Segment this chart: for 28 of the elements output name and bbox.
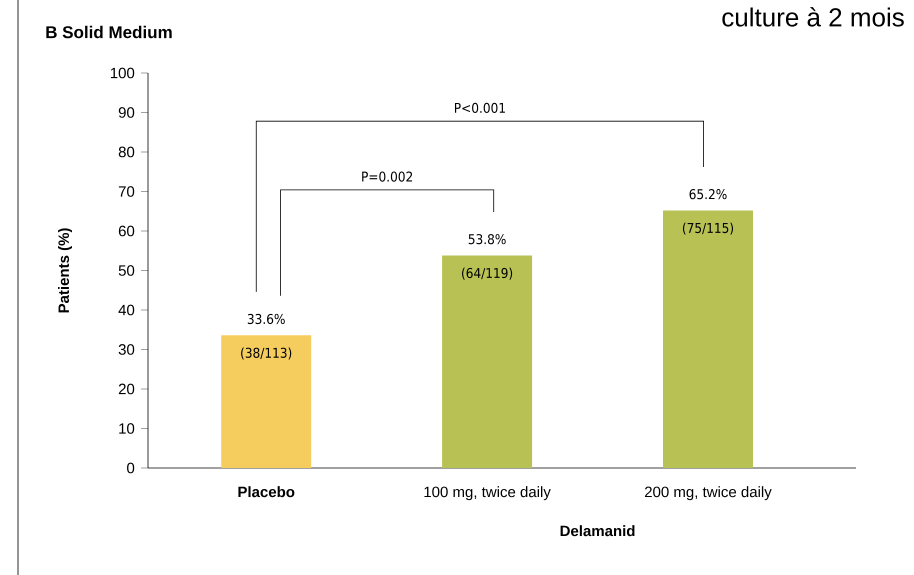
x-tick-label: 100 mg, twice daily [424,486,551,500]
chart-title: B Solid Medium [46,26,172,38]
y-tick-label: 70 [118,186,134,197]
bar [662,210,753,468]
y-tick-label: 90 [118,107,134,118]
x-tick-label: Placebo [238,486,294,498]
y-tick-label: 60 [118,226,134,236]
y-tick-label: 10 [119,423,134,434]
y-tick-label: 100 [110,68,134,78]
text: culture à 2 mois [722,7,904,27]
annotation: (75/115) [682,222,734,235]
x-axis-title: Delamanid [560,525,634,536]
bar [221,335,312,468]
y-axis-title: Patients (%) [58,228,72,312]
y-tick-label: 80 [118,146,134,158]
data-label: 33.6% [248,314,285,324]
y-tick-label: 30 [118,344,134,355]
annotation: P<0.001 [454,102,505,113]
annotation: (38/113) [241,347,292,360]
annotation: P=0.002 [362,171,412,182]
data-label: 65.2% [690,189,727,200]
y-tick-label: 0 [127,462,134,474]
annotation: (64/119) [462,268,512,280]
x-tick-label: 200 mg, twice daily [644,486,772,500]
data-label: 53.8% [468,234,506,244]
y-tick-label: 20 [118,384,134,394]
y-tick-label: 40 [118,304,134,316]
y-tick-label: 50 [118,265,134,276]
